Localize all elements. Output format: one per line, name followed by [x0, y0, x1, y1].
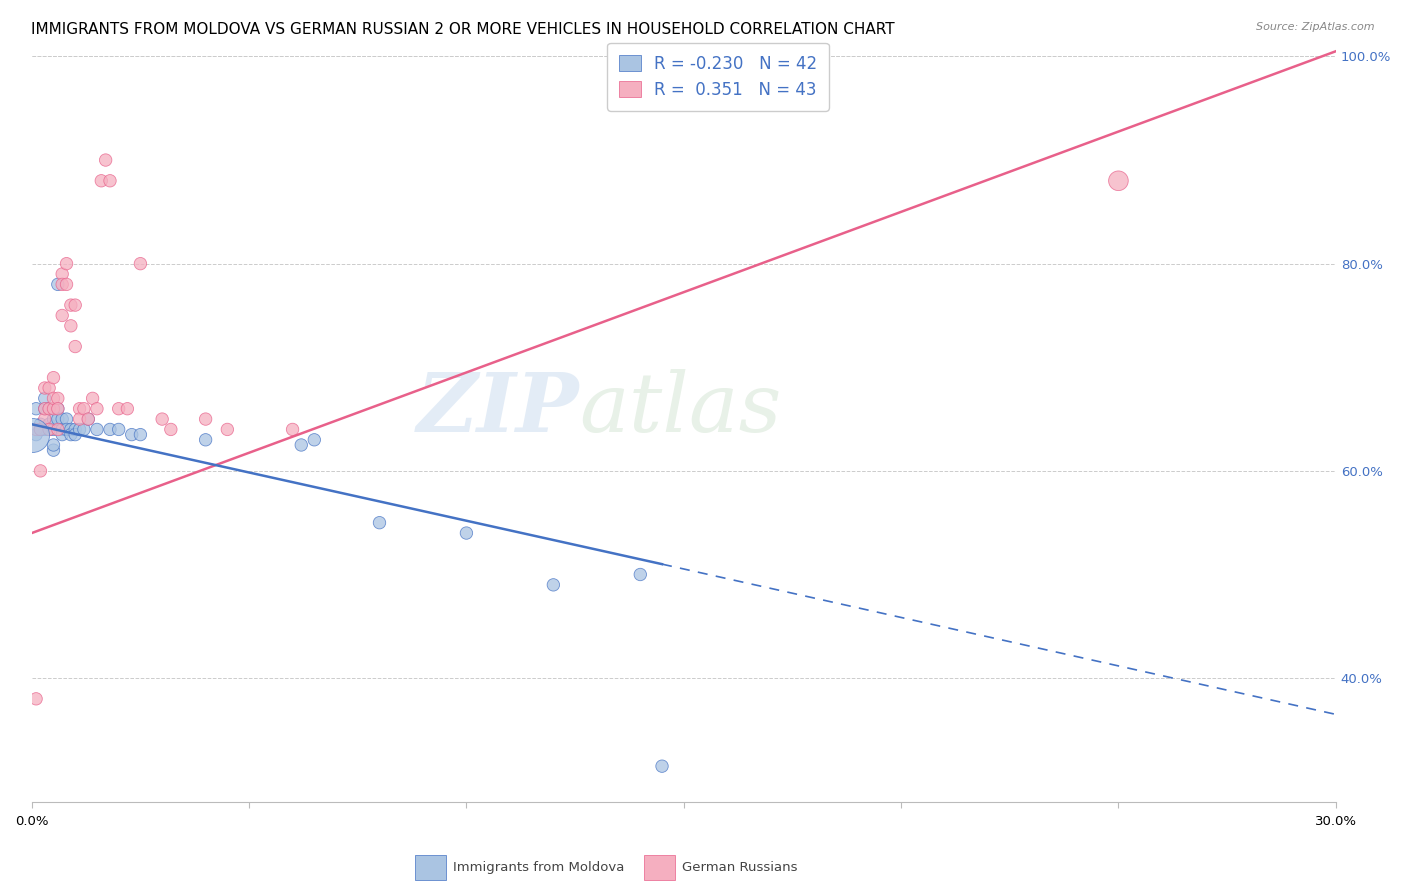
Legend: R = -0.230   N = 42, R =  0.351   N = 43: R = -0.230 N = 42, R = 0.351 N = 43	[607, 43, 828, 111]
Point	[90, 174, 112, 188]
Point	[63, 422, 86, 436]
Point	[51, 422, 73, 436]
Point	[59, 318, 82, 333]
Point	[160, 422, 183, 436]
Bar	[415, 855, 446, 880]
Point	[59, 298, 82, 312]
Point	[42, 370, 65, 384]
Text: atlas: atlas	[579, 368, 782, 449]
Point	[42, 422, 65, 436]
Point	[77, 412, 100, 426]
Point	[628, 567, 651, 582]
Point	[59, 422, 82, 436]
Point	[651, 759, 673, 773]
Point	[25, 427, 48, 442]
Point	[51, 277, 73, 292]
Point	[46, 401, 69, 416]
Point	[42, 438, 65, 452]
Point	[63, 298, 86, 312]
Point	[55, 412, 77, 426]
Point	[25, 691, 48, 706]
Point	[30, 417, 52, 432]
Point	[30, 422, 52, 436]
Point	[304, 433, 326, 447]
Point	[73, 401, 96, 416]
Point	[30, 464, 52, 478]
Bar	[644, 855, 675, 880]
Point	[82, 392, 104, 406]
Point	[42, 443, 65, 458]
Point	[46, 412, 69, 426]
Point	[69, 401, 91, 416]
Point	[55, 277, 77, 292]
Point	[25, 422, 48, 436]
Point	[69, 412, 91, 426]
Point	[107, 401, 129, 416]
Point	[38, 422, 60, 436]
Point	[38, 401, 60, 416]
Point	[194, 412, 217, 426]
Point	[34, 422, 56, 436]
Point	[63, 340, 86, 354]
Point	[51, 412, 73, 426]
Point	[86, 401, 108, 416]
Point	[42, 392, 65, 406]
Point	[34, 381, 56, 395]
Point	[38, 417, 60, 432]
Point	[34, 401, 56, 416]
Point	[34, 401, 56, 416]
Text: Source: ZipAtlas.com: Source: ZipAtlas.com	[1257, 22, 1375, 32]
Point	[34, 392, 56, 406]
Point	[217, 422, 239, 436]
Point	[98, 422, 121, 436]
Point	[86, 422, 108, 436]
Text: Immigrants from Moldova: Immigrants from Moldova	[453, 861, 624, 874]
Point	[117, 401, 139, 416]
Point	[77, 412, 100, 426]
Point	[290, 438, 312, 452]
Point	[42, 401, 65, 416]
Point	[69, 422, 91, 436]
Point	[456, 526, 478, 541]
Point	[59, 427, 82, 442]
Point	[38, 381, 60, 395]
Point	[150, 412, 173, 426]
Point	[42, 412, 65, 426]
Point	[55, 257, 77, 271]
Point	[543, 578, 565, 592]
Point	[34, 412, 56, 426]
Text: IMMIGRANTS FROM MOLDOVA VS GERMAN RUSSIAN 2 OR MORE VEHICLES IN HOUSEHOLD CORREL: IMMIGRANTS FROM MOLDOVA VS GERMAN RUSSIA…	[31, 22, 894, 37]
Point	[63, 427, 86, 442]
Point	[368, 516, 391, 530]
Point	[55, 422, 77, 436]
Point	[107, 422, 129, 436]
Point	[46, 422, 69, 436]
Point	[30, 422, 52, 436]
Point	[98, 174, 121, 188]
Point	[46, 401, 69, 416]
Point	[129, 257, 152, 271]
Point	[129, 427, 152, 442]
Point	[46, 277, 69, 292]
Point	[51, 427, 73, 442]
Point	[94, 153, 117, 167]
Point	[51, 309, 73, 323]
Point	[38, 401, 60, 416]
Text: German Russians: German Russians	[682, 861, 797, 874]
Point	[281, 422, 304, 436]
Point	[46, 392, 69, 406]
Point	[21, 427, 44, 442]
Point	[51, 267, 73, 281]
Point	[194, 433, 217, 447]
Point	[25, 401, 48, 416]
Point	[121, 427, 143, 442]
Text: ZIP: ZIP	[416, 368, 579, 449]
Point	[73, 422, 96, 436]
Point	[1107, 174, 1129, 188]
Point	[38, 422, 60, 436]
